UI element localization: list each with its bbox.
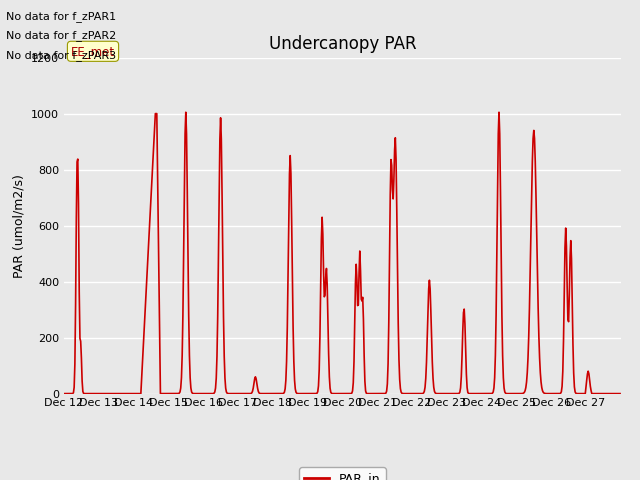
- Text: EE_met: EE_met: [71, 45, 115, 58]
- Title: Undercanopy PAR: Undercanopy PAR: [269, 35, 416, 53]
- Y-axis label: PAR (umol/m2/s): PAR (umol/m2/s): [12, 174, 26, 277]
- Text: No data for f_zPAR1: No data for f_zPAR1: [6, 11, 116, 22]
- Legend: PAR_in: PAR_in: [299, 467, 386, 480]
- Text: No data for f_zPAR3: No data for f_zPAR3: [6, 49, 116, 60]
- Text: No data for f_zPAR2: No data for f_zPAR2: [6, 30, 116, 41]
